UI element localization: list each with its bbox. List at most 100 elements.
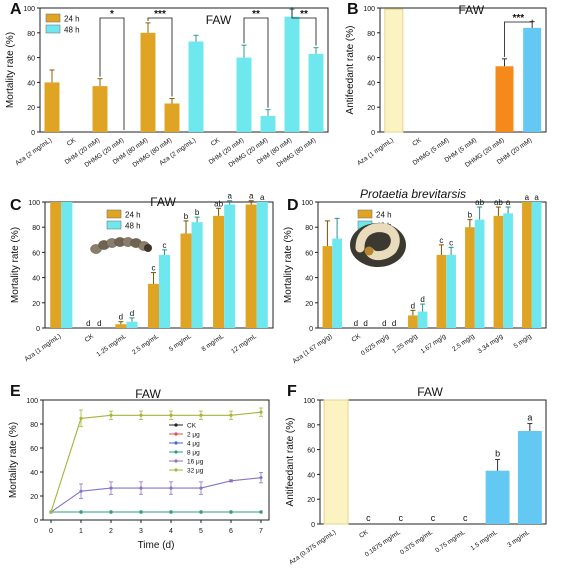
significance-letter: a xyxy=(534,193,539,202)
bar-48h xyxy=(159,254,171,328)
bar-24h xyxy=(140,32,156,132)
y-tick-label: 80 xyxy=(367,31,375,38)
y-tick-label: 0 xyxy=(311,522,315,529)
bar-48h xyxy=(126,321,138,328)
data-point xyxy=(259,510,263,514)
x-tick-label: Aza (1.67 mg/g) xyxy=(291,333,333,365)
y-tick-label: 100 xyxy=(28,200,40,207)
bar xyxy=(323,399,349,525)
y-tick-label: 60 xyxy=(367,56,375,63)
significance-letter: a xyxy=(249,192,254,201)
x-tick-label: 2.5 mg/mL xyxy=(131,333,160,357)
significance-label: ** xyxy=(300,9,308,20)
x-tick-label: 7 xyxy=(259,528,263,535)
significance-letter: d xyxy=(119,313,123,322)
significance-letter: b xyxy=(184,212,189,221)
significance-letter: d xyxy=(382,319,386,328)
grub-body xyxy=(355,223,400,261)
y-tick-label: 100 xyxy=(363,6,375,13)
y-tick-label: 20 xyxy=(30,494,38,501)
bar xyxy=(523,27,542,133)
panel-letter: D xyxy=(287,197,299,214)
bar-24h xyxy=(50,202,62,328)
bar-48h xyxy=(417,311,428,328)
significance-letter: d xyxy=(97,319,101,328)
x-tick-label: 0.1875 mg/mL xyxy=(364,529,402,559)
bar-24h xyxy=(522,202,532,328)
y-tick-label: 80 xyxy=(27,31,35,38)
bar-24h xyxy=(147,283,159,328)
panel-letter: C xyxy=(10,197,22,214)
x-tick-label: 5 mg/g xyxy=(513,333,534,350)
chart-title: FAW xyxy=(206,13,232,27)
x-tick-label: CK xyxy=(84,333,96,344)
x-tick-label: 3 xyxy=(139,528,143,535)
significance-bracket xyxy=(504,19,533,57)
significance-bracket xyxy=(99,17,125,130)
significance-letter: a xyxy=(525,193,530,202)
series-line xyxy=(50,477,262,513)
data-point xyxy=(139,510,143,514)
x-tick-label: 2 xyxy=(109,528,113,535)
bar-24h xyxy=(44,82,60,132)
bar-24h xyxy=(322,246,333,328)
x-tick-label: 1 xyxy=(79,528,83,535)
legend-label: 8 μg xyxy=(187,450,200,457)
bar-24h xyxy=(213,215,225,328)
y-tick-label: 20 xyxy=(27,105,35,112)
significance-letter: d xyxy=(86,319,90,328)
bar-48h xyxy=(236,57,252,132)
bar-48h xyxy=(191,222,203,328)
significance-letter: ab xyxy=(475,198,484,207)
plot-frame xyxy=(39,7,329,133)
bar-24h xyxy=(493,215,504,328)
significance-letter: c xyxy=(163,241,167,250)
panel-letter: E xyxy=(10,383,21,400)
legend-label: 48 h xyxy=(125,222,141,231)
legend-label: 2 μg xyxy=(187,432,200,439)
significance-letter: a xyxy=(506,198,511,207)
grub-head xyxy=(364,246,374,256)
legend-label: CK xyxy=(187,423,197,430)
x-tick-label: 0.75 mg/mL xyxy=(434,529,466,555)
plot-frame xyxy=(319,399,547,525)
y-tick-label: 100 xyxy=(23,6,35,13)
series-line xyxy=(50,411,262,513)
y-tick-label: 60 xyxy=(27,56,35,63)
legend-swatch xyxy=(45,13,61,23)
significance-letter: c xyxy=(366,513,371,523)
significance-letter: b xyxy=(468,211,473,220)
larva-head xyxy=(144,244,152,252)
significance-letter: d xyxy=(130,309,134,318)
y-tick-label: 100 xyxy=(301,200,313,207)
chart-title: FAW xyxy=(135,387,161,401)
legend-swatch xyxy=(106,220,122,230)
bar xyxy=(485,470,510,524)
significance-letter: c xyxy=(463,513,468,523)
grub-image xyxy=(350,223,406,267)
x-axis-label: Time (d) xyxy=(138,540,175,551)
bar-48h xyxy=(308,53,324,132)
bar-24h xyxy=(164,103,180,132)
y-tick-label: 80 xyxy=(307,423,315,430)
x-tick-label: CK xyxy=(411,137,423,148)
x-tick-label: 2.5 mg/g xyxy=(451,333,476,353)
y-tick-label: 0 xyxy=(31,130,35,137)
significance-letter: b xyxy=(495,449,500,459)
bar xyxy=(384,8,404,133)
x-tick-label: 1.25 mg/g xyxy=(391,333,419,356)
y-tick-label: 20 xyxy=(367,105,375,112)
y-tick-label: 60 xyxy=(305,250,313,257)
x-tick-label: CK xyxy=(210,137,222,148)
panel-letter: A xyxy=(10,1,22,18)
y-tick-label: 60 xyxy=(307,448,315,455)
data-point xyxy=(229,510,233,514)
panel-letter: F xyxy=(287,383,297,400)
legend-marker xyxy=(174,450,178,454)
y-axis-label: Mortality rate (%) xyxy=(283,227,294,303)
y-tick-label: 80 xyxy=(32,225,40,232)
bar-48h xyxy=(260,115,276,132)
significance-label: ** xyxy=(252,9,260,20)
bar-24h xyxy=(245,204,257,328)
